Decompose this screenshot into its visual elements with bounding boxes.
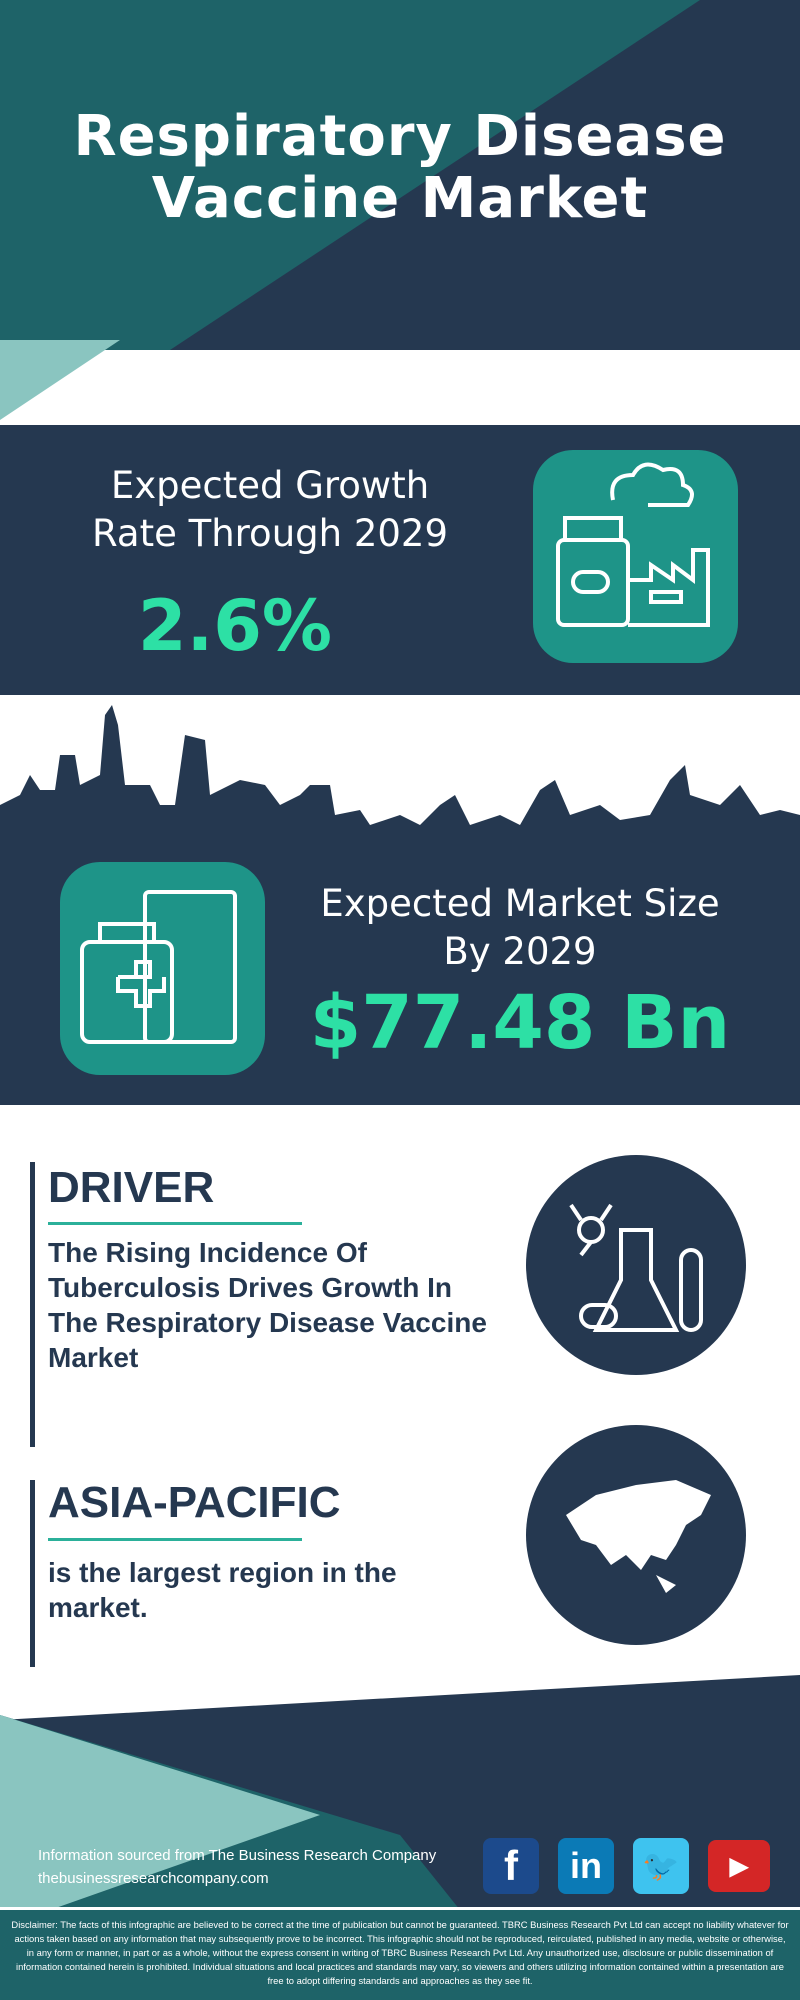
source-text: Information sourced from The Business Re… bbox=[38, 1847, 437, 1864]
driver-heading: DRIVER bbox=[48, 1163, 215, 1212]
driver-bar bbox=[30, 1162, 35, 1447]
growth-label-2: Rate Through 2029 bbox=[92, 512, 448, 555]
title-line-2: Vaccine Market bbox=[151, 166, 649, 231]
lab-flask-icon bbox=[526, 1155, 746, 1375]
website-link[interactable]: thebusinessresearchcompany.com bbox=[38, 1870, 269, 1887]
medicine-factory-icon bbox=[533, 450, 738, 663]
divider bbox=[0, 1907, 800, 1910]
linkedin-icon[interactable]: in bbox=[558, 1838, 614, 1894]
growth-value: 2.6% bbox=[137, 585, 333, 667]
region-underline bbox=[48, 1538, 302, 1541]
region-heading: ASIA-PACIFIC bbox=[48, 1478, 341, 1527]
driver-text: The Rising Incidence Of Tuberculosis Dri… bbox=[48, 1237, 487, 1373]
medicine-kit-icon bbox=[60, 862, 265, 1075]
growth-label: Expected Growth Rate Through 2029 bbox=[60, 462, 480, 558]
market-value: $77.48 Bn bbox=[309, 980, 731, 1066]
region-bar bbox=[30, 1480, 35, 1667]
header-background bbox=[0, 0, 800, 430]
facebook-icon[interactable]: f bbox=[483, 1838, 539, 1894]
asia-map-icon bbox=[526, 1425, 746, 1645]
growth-label-1: Expected Growth bbox=[110, 464, 430, 507]
market-label: Expected Market Size By 2029 bbox=[300, 880, 740, 976]
driver-underline bbox=[48, 1222, 302, 1225]
market-label-1: Expected Market Size bbox=[320, 882, 720, 925]
region-text: is the largest region in the market. bbox=[48, 1557, 397, 1623]
youtube-icon[interactable]: ▶ bbox=[708, 1840, 770, 1892]
market-label-2: By 2029 bbox=[443, 930, 597, 973]
disclaimer-text: Disclaimer: The facts of this infographi… bbox=[11, 1919, 789, 1986]
page-title: Respiratory Disease Vaccine Market bbox=[0, 106, 800, 230]
title-line-1: Respiratory Disease bbox=[73, 104, 727, 169]
twitter-icon[interactable]: 🐦 bbox=[633, 1838, 689, 1894]
disclaimer-section bbox=[0, 1910, 800, 2000]
